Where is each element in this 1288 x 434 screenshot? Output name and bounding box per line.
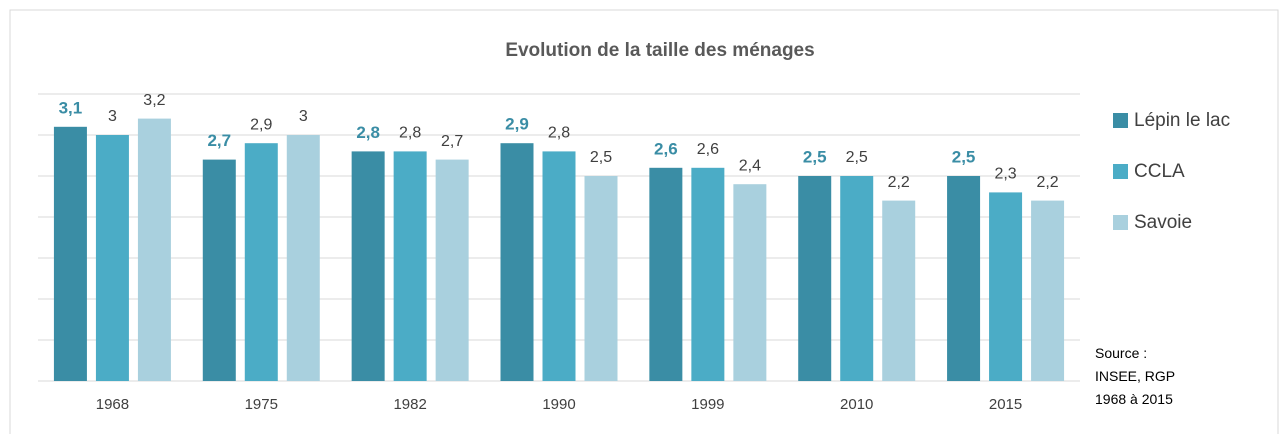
bar xyxy=(393,151,427,381)
data-label: 2,4 xyxy=(739,157,761,174)
bar xyxy=(435,159,469,381)
bar xyxy=(840,176,874,381)
legend-label: Lépin le lac xyxy=(1134,110,1230,131)
bar xyxy=(733,184,767,381)
legend-label: Savoie xyxy=(1134,212,1192,233)
bar xyxy=(95,135,129,381)
data-label: 2,7 xyxy=(441,133,463,150)
data-label: 2,6 xyxy=(654,139,678,158)
legend-swatch xyxy=(1113,164,1128,179)
source-note: Source : INSEE, RGP 1968 à 2015 xyxy=(1095,345,1175,407)
bar xyxy=(649,167,683,381)
bar xyxy=(244,143,278,381)
chart-border xyxy=(9,9,1279,434)
bar xyxy=(202,159,236,381)
data-label: 2,6 xyxy=(697,141,719,158)
legend-swatch xyxy=(1113,113,1128,128)
data-label: 3,2 xyxy=(143,92,165,109)
data-label: 3 xyxy=(299,108,308,125)
x-tick-label: 1975 xyxy=(245,396,278,413)
data-label: 3,1 xyxy=(59,98,83,117)
bar xyxy=(882,200,916,381)
legend-swatch xyxy=(1113,215,1128,230)
bar xyxy=(286,135,320,381)
data-label: 2,8 xyxy=(356,123,380,142)
data-label: 2,5 xyxy=(803,147,827,166)
bar xyxy=(947,176,981,381)
bar xyxy=(53,126,87,381)
chart-title: Evolution de la taille des ménages xyxy=(505,40,814,61)
data-label: 2,5 xyxy=(952,147,976,166)
data-label: 2,2 xyxy=(888,174,910,191)
data-label: 2,5 xyxy=(846,149,868,166)
bar xyxy=(798,176,832,381)
data-label: 2,7 xyxy=(207,131,231,150)
bar xyxy=(989,192,1023,381)
data-label: 2,5 xyxy=(590,149,612,166)
x-tick-label: 2015 xyxy=(989,396,1022,413)
x-tick-label: 1999 xyxy=(691,396,724,413)
bar xyxy=(542,151,576,381)
bar xyxy=(500,143,534,381)
data-label: 2,9 xyxy=(250,116,272,133)
data-label: 2,2 xyxy=(1036,174,1058,191)
x-tick-label: 1968 xyxy=(96,396,129,413)
data-label: 3 xyxy=(108,108,117,125)
bar xyxy=(1031,200,1065,381)
bar xyxy=(584,176,618,381)
bar xyxy=(137,118,171,381)
legend-label: CCLA xyxy=(1134,161,1185,182)
x-tick-label: 1990 xyxy=(542,396,575,413)
x-tick-label: 1982 xyxy=(393,396,426,413)
bar xyxy=(351,151,385,381)
bar xyxy=(691,167,725,381)
x-tick-label: 2010 xyxy=(840,396,873,413)
data-label: 2,3 xyxy=(994,166,1016,183)
data-label: 2,9 xyxy=(505,115,529,134)
data-label: 2,8 xyxy=(548,125,570,142)
data-label: 2,8 xyxy=(399,125,421,142)
